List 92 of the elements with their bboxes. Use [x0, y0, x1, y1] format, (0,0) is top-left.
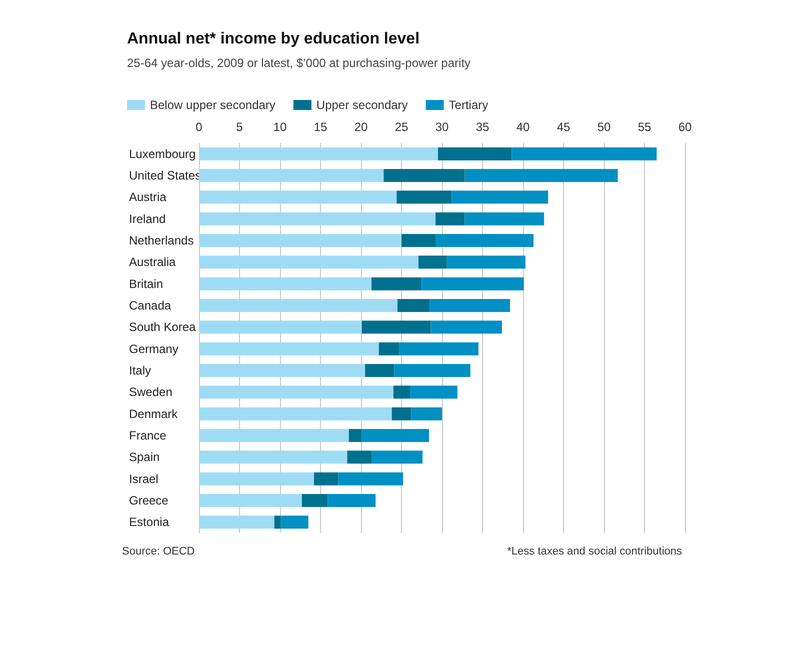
bar: [411, 407, 442, 420]
bar: [199, 472, 314, 486]
y-tick-label: Denmark: [129, 406, 179, 421]
bar: [436, 234, 534, 247]
legend-label: Below upper secondary: [150, 98, 276, 112]
bar: [199, 386, 394, 399]
bar: [365, 364, 394, 377]
y-tick-label: Australia: [129, 255, 176, 270]
bar: [394, 364, 470, 377]
y-tick-label: Israel: [129, 472, 158, 486]
bar: [512, 147, 657, 160]
x-tick-label: 20: [354, 120, 368, 134]
x-tick-label: 45: [556, 120, 570, 134]
bar: [452, 190, 548, 204]
bar: [274, 516, 281, 529]
bar: [199, 494, 302, 507]
bar: [393, 386, 410, 399]
bar: [199, 256, 419, 269]
y-tick-label: Austria: [129, 190, 167, 204]
y-tick-label: Luxembourg: [129, 146, 196, 161]
x-tick-label: 15: [314, 120, 328, 134]
bar: [199, 364, 366, 377]
bar: [199, 516, 274, 529]
chart-subtitle: 25-64 year-olds, 2009 or latest, $’000 at purchasing-power parity: [127, 56, 471, 70]
bar: [430, 299, 510, 312]
bar: [378, 342, 400, 356]
bar: [280, 516, 308, 529]
bar: [314, 472, 338, 486]
bar: [384, 169, 465, 182]
bar: [397, 299, 430, 312]
bar: [430, 320, 502, 334]
bar: [302, 494, 328, 507]
bar: [410, 386, 458, 399]
y-tick-label: Sweden: [129, 385, 172, 400]
legend-label: Tertiary: [448, 98, 488, 112]
x-tick-label: 30: [435, 120, 449, 134]
bar: [338, 472, 404, 486]
bar: [372, 277, 422, 290]
bar: [199, 320, 362, 334]
bar: [199, 212, 436, 226]
bar: [402, 234, 436, 247]
x-tick-label: 5: [236, 120, 244, 134]
y-tick-label: Britain: [129, 276, 164, 291]
x-tick-label: 0: [196, 120, 203, 134]
x-tick-label: 10: [273, 120, 287, 134]
bar: [362, 320, 431, 334]
text: *Less taxes and social contributions: [507, 546, 682, 558]
y-tick-label: Greece: [129, 494, 169, 508]
bar: [199, 234, 402, 247]
y-tick-label: France: [129, 428, 167, 442]
bar: [199, 277, 372, 290]
y-tick-label: Ireland: [129, 212, 166, 226]
bar: [399, 342, 478, 356]
y-tick-label: Canada: [129, 298, 172, 312]
bar: [464, 212, 544, 226]
bar: [348, 429, 362, 442]
bar: [347, 450, 372, 464]
y-tick-label: Netherlands: [129, 234, 194, 248]
bar: [199, 342, 379, 356]
bar: [392, 407, 412, 420]
bar: [199, 147, 438, 160]
x-tick-label: 40: [516, 120, 530, 134]
bar: [199, 299, 398, 312]
bar: [464, 169, 618, 182]
bar: [438, 147, 512, 160]
bar: [446, 256, 526, 269]
x-tick-label: 55: [638, 120, 652, 134]
y-tick-label: Germany: [129, 342, 178, 356]
source-note: Source: OECD: [122, 546, 195, 558]
bar: [372, 450, 423, 464]
bar: [199, 450, 348, 464]
bar: [422, 277, 524, 290]
y-tick-label: Italy: [129, 364, 152, 378]
bar: [418, 256, 447, 269]
bar: [436, 212, 465, 226]
bar: [396, 190, 452, 204]
bar: [199, 429, 349, 442]
bar: [328, 494, 376, 507]
x-tick-label: 50: [597, 120, 611, 134]
y-tick-label: United States: [129, 168, 202, 182]
y-tick-label: Spain: [129, 450, 160, 464]
legend-label: Upper secondary: [316, 98, 408, 112]
chart-title: Annual net* income by education level: [127, 30, 420, 48]
bar: [199, 169, 384, 182]
x-tick-label: 25: [394, 120, 408, 134]
y-tick-label: South Korea: [129, 320, 196, 334]
bar: [199, 407, 392, 420]
x-tick-label: 35: [476, 120, 490, 134]
y-tick-label: Estonia: [129, 515, 170, 530]
x-tick-label: 60: [678, 120, 692, 134]
bar: [362, 429, 430, 442]
bar: [199, 190, 397, 204]
